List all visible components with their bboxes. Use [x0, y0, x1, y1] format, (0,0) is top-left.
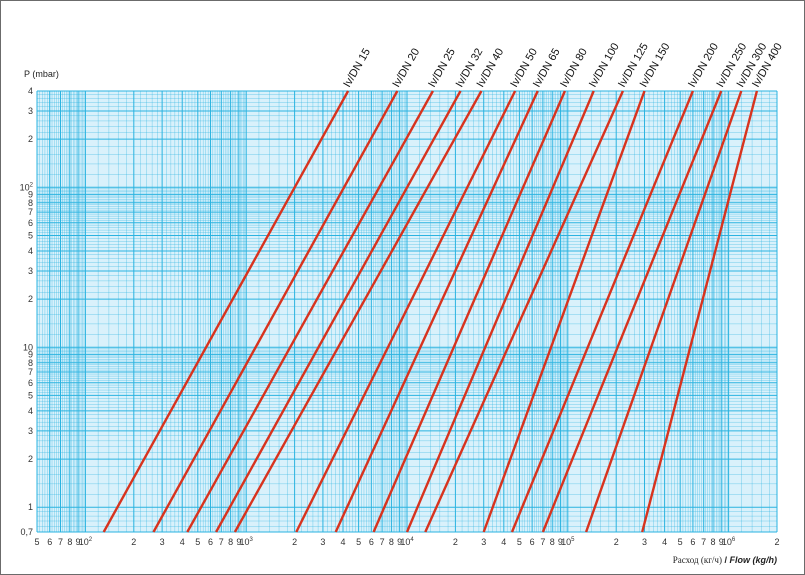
- y-axis-title: P (mbar): [24, 69, 59, 79]
- x-tick-label: 103: [240, 537, 254, 547]
- x-tick-label: 5: [34, 537, 39, 547]
- x-tick-label: 4: [662, 537, 667, 547]
- y-tick-label: 2: [28, 134, 33, 144]
- curve-label-iv-dn-15: Iv/DN 15: [341, 46, 373, 89]
- y-tick-label: 9: [28, 190, 33, 200]
- x-tick-label: 2: [774, 537, 779, 547]
- curve-iv-dn-150: [482, 90, 646, 533]
- x-tick-label: 6: [530, 537, 535, 547]
- y-tick-label: 4: [28, 86, 33, 96]
- x-tick-label: 5: [517, 537, 522, 547]
- y-tick-label: 3: [28, 106, 33, 116]
- curve-iv-dn-200: [510, 90, 695, 533]
- x-tick-label: 102: [79, 537, 93, 547]
- x-tick-label: 2: [614, 537, 619, 547]
- x-tick-label: 3: [160, 537, 165, 547]
- x-axis-title-sep: /: [724, 555, 729, 565]
- curve-iv-dn-25: [186, 90, 434, 533]
- x-tick-label: 5: [678, 537, 683, 547]
- y-tick-label: 6: [28, 378, 33, 388]
- x-tick-label: 7: [540, 537, 545, 547]
- x-tick-label: 9: [558, 537, 563, 547]
- x-tick-label: 7: [380, 537, 385, 547]
- curve-label-iv-dn-20: Iv/DN 20: [390, 46, 422, 89]
- x-tick-label: 2: [131, 537, 136, 547]
- curve-iv-dn-50: [295, 90, 517, 533]
- x-tick-label: 9: [397, 537, 402, 547]
- y-tick-label: 3: [28, 266, 33, 276]
- x-tick-label: 8: [228, 537, 233, 547]
- x-tick-label: 2: [292, 537, 297, 547]
- y-tick-label: 7: [28, 207, 33, 217]
- x-tick-label: 9: [76, 537, 81, 547]
- y-tick-label: 6: [28, 218, 33, 228]
- x-tick-label: 8: [711, 537, 716, 547]
- x-axis-title-ru: Расход (кг/ч): [673, 555, 722, 565]
- x-tick-label: 7: [58, 537, 63, 547]
- y-tick-label: 5: [28, 390, 33, 400]
- curve-iv-dn-100: [405, 90, 595, 533]
- y-tick-label: 9: [28, 350, 33, 360]
- y-tick-label: 2: [28, 454, 33, 464]
- x-axis-title-en: Flow (kg/h): [730, 555, 778, 565]
- x-tick-label: 4: [501, 537, 506, 547]
- y-tick-label: 10: [23, 342, 33, 352]
- x-tick-label: 4: [341, 537, 346, 547]
- curve-iv-dn-80: [372, 90, 567, 533]
- curve-iv-dn-250: [541, 90, 723, 533]
- x-tick-label: 3: [320, 537, 325, 547]
- x-tick-label: 7: [219, 537, 224, 547]
- y-tick-label: 8: [28, 198, 33, 208]
- y-tick-label: 5: [28, 230, 33, 240]
- x-tick-label: 5: [195, 537, 200, 547]
- grid: [36, 90, 778, 533]
- y-tick-label: 7: [28, 367, 33, 377]
- curve-iv-dn-40: [233, 90, 483, 533]
- x-tick-label: 6: [369, 537, 374, 547]
- curve-iv-dn-15: [102, 90, 350, 533]
- y-tick-label: 4: [28, 246, 33, 256]
- curve-iv-dn-20: [152, 90, 399, 533]
- y-tick-label: 4: [28, 406, 33, 416]
- y-tick-label: 2: [28, 294, 33, 304]
- flow-curves: [102, 90, 759, 533]
- x-tick-label: 5: [356, 537, 361, 547]
- x-tick-label: 3: [642, 537, 647, 547]
- y-tick-label: 0,7: [20, 527, 33, 537]
- curve-iv-dn-32: [215, 90, 462, 533]
- x-tick-label: 8: [550, 537, 555, 547]
- x-tick-label: 6: [690, 537, 695, 547]
- curve-iv-dn-300: [584, 90, 743, 533]
- x-tick-label: 6: [208, 537, 213, 547]
- curve-iv-dn-65: [334, 90, 539, 533]
- x-tick-label: 104: [400, 537, 414, 547]
- y-tick-label: 1: [28, 502, 33, 512]
- x-tick-label: 4: [180, 537, 185, 547]
- x-tick-label: 2: [453, 537, 458, 547]
- y-tick-label: 8: [28, 358, 33, 368]
- x-tick-label: 106: [722, 537, 736, 547]
- x-tick-label: 105: [561, 537, 575, 547]
- x-tick-label: 7: [701, 537, 706, 547]
- y-tick-label: 3: [28, 426, 33, 436]
- x-tick-label: 6: [47, 537, 52, 547]
- y-tick-label: 102: [20, 182, 34, 192]
- curve-iv-dn-400: [641, 90, 759, 533]
- x-axis-title: Расход (кг/ч) / Flow (kg/h): [673, 555, 777, 565]
- x-tick-label: 9: [719, 537, 724, 547]
- curve-iv-dn-125: [424, 90, 624, 533]
- x-tick-label: 8: [389, 537, 394, 547]
- x-tick-label: 9: [236, 537, 241, 547]
- x-tick-label: 3: [481, 537, 486, 547]
- x-tick-label: 8: [67, 537, 72, 547]
- curve-label-iv-dn-80: Iv/DN 80: [558, 46, 590, 89]
